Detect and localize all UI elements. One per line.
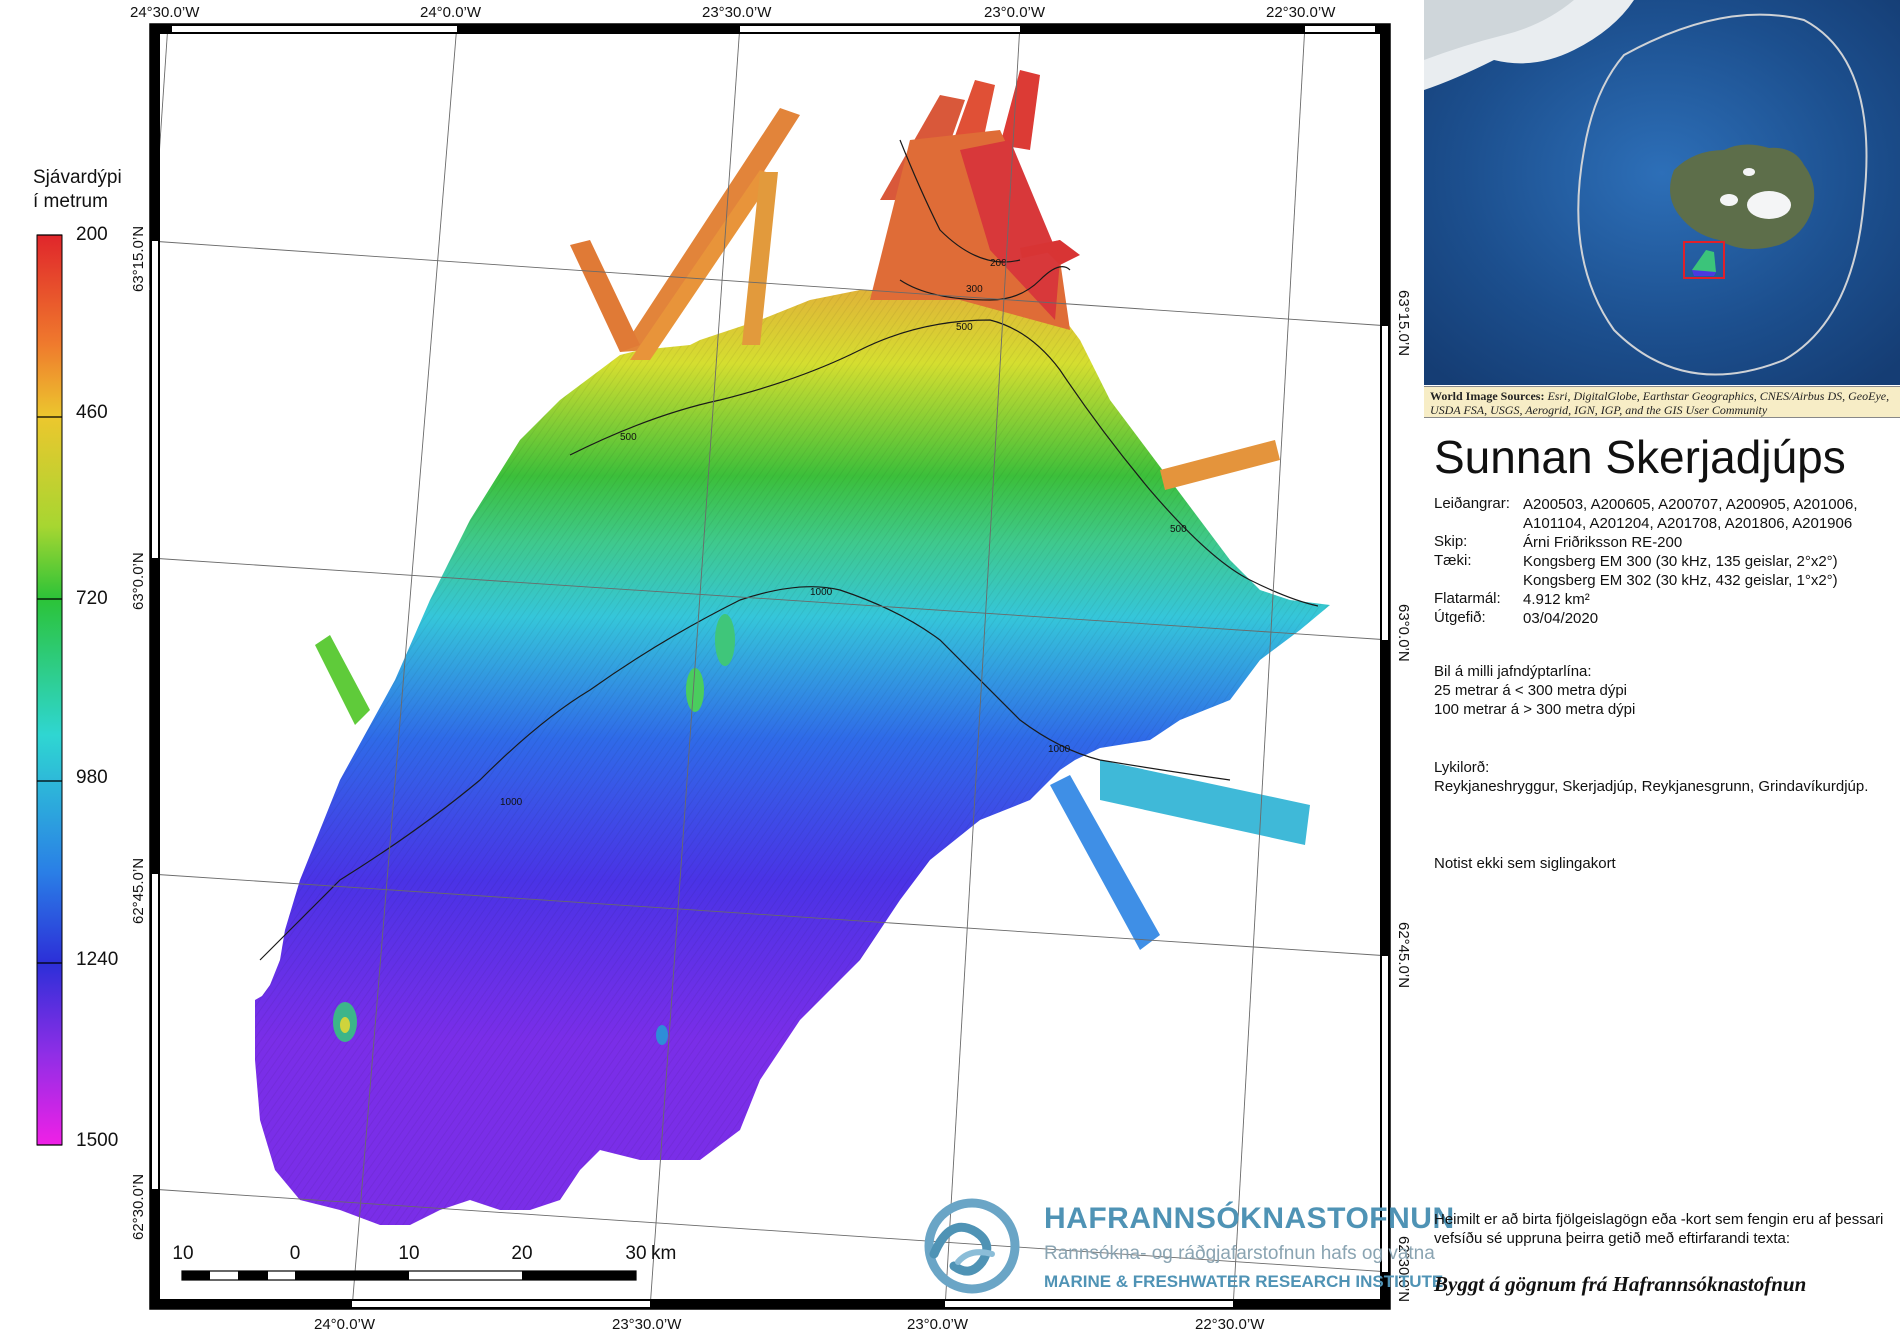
contour-label: 1000 <box>1048 744 1071 755</box>
lat-label-left: 63°15.0’N <box>130 225 147 292</box>
logo-name: HAFRANNSÓKNASTOFNUN <box>1044 1202 1455 1235</box>
lat-label-right: 62°45.0’N <box>1395 922 1412 989</box>
lon-label-bottom: 23°0.0’W <box>907 1316 969 1333</box>
overview-map-image <box>1424 0 1900 385</box>
meta-value: A200503, A200605, A200707, A200905, A201… <box>1523 496 1858 532</box>
logo-emblem-icon <box>924 1198 1020 1294</box>
colorbar-label: 980 <box>76 767 108 788</box>
meta-value: Kongsberg EM 300 (30 kHz, 135 geislar, 2… <box>1523 553 1838 570</box>
lat-label-left: 62°45.0’N <box>130 857 147 924</box>
credit-label: World Image Sources: <box>1430 389 1545 403</box>
scale-unit: km <box>651 1243 677 1264</box>
meta-value: Kongsberg EM 302 (30 kHz, 432 geislar, 1… <box>1523 572 1838 589</box>
scale-label: 0 <box>289 1243 301 1264</box>
lon-label-top: 22°30.0’W <box>1266 4 1336 21</box>
colorbar-label: 1500 <box>76 1130 119 1151</box>
overview-map <box>1424 0 1900 385</box>
contour-lines <box>259 139 1319 961</box>
colorbar-label: 200 <box>76 224 108 245</box>
scale-label: 10 <box>172 1243 194 1264</box>
navigation-note: Notist ekki sem siglingakort <box>1434 855 1616 872</box>
legend-title-line1: Sjávardýpi <box>33 167 122 188</box>
scale-bar <box>181 1270 637 1281</box>
bathymetry-surface <box>255 70 1330 1225</box>
logo-subtitle: Rannsókna- og ráðgjafarstofnun hafs og v… <box>1044 1243 1435 1264</box>
map-title: Sunnan Skerjadjúps <box>1434 431 1846 483</box>
frame-tick-gaps <box>152 26 1388 1307</box>
contour-label: 500 <box>1170 524 1187 535</box>
attribution-text: Byggt á gögnum frá Hafrannsóknastofnun <box>1434 1272 1807 1296</box>
meta-key: Útgefið: <box>1434 609 1486 626</box>
lon-label-bottom: 22°30.0’W <box>1195 1316 1265 1333</box>
institute-logo: HAFRANNSÓKNASTOFNUN Rannsókna- og ráðgja… <box>920 1196 1454 1296</box>
colorbar-label: 460 <box>76 402 108 423</box>
meta-value: 03/04/2020 <box>1523 610 1599 627</box>
contour-label: 1000 <box>810 587 833 598</box>
contour-label-group: 200 300 500 500 500 1000 1000 1000 <box>500 258 1187 808</box>
contour-interval-heading: Bil á milli jafndýptarlína: <box>1434 663 1592 680</box>
credit-text: Esri, DigitalGlobe, Earthstar Geographic… <box>1430 389 1890 417</box>
scale-label: 10 <box>398 1243 420 1264</box>
scale-label: 20 <box>511 1243 533 1264</box>
lat-label-right: 63°0.0’N <box>1395 604 1412 662</box>
lon-label-top: 24°30.0’W <box>130 4 200 21</box>
contour-interval-line1: 25 metrar á < 300 metra dýpi <box>1434 682 1628 699</box>
lat-label-left: 62°30.0’N <box>130 1173 147 1240</box>
map-panel: 200 300 500 500 500 1000 1000 1000 <box>33 4 1454 1333</box>
contour-interval-block: Bil á milli jafndýptarlína: 25 metrar á … <box>1434 662 1874 719</box>
legend-title: Sjávardýpi í metrum <box>33 166 143 214</box>
contour-label: 200 <box>990 258 1007 269</box>
colorbar <box>36 234 63 1146</box>
keywords-text: Reykjaneshryggur, Skerjadjúp, Reykjanesg… <box>1434 778 1869 795</box>
lon-label-bottom: 24°0.0’W <box>314 1316 376 1333</box>
contour-label: 500 <box>956 322 973 333</box>
legend-title-line2: í metrum <box>33 191 108 212</box>
meta-key: Skip: <box>1434 533 1468 550</box>
contour-label: 500 <box>620 432 637 443</box>
graticule <box>149 23 1391 1310</box>
meta-value: Árni Friðriksson RE-200 <box>1523 534 1683 551</box>
meta-key: Tæki: <box>1434 552 1472 569</box>
meta-key: Flatarmál: <box>1434 590 1501 607</box>
lon-label-top: 23°30.0’W <box>702 4 772 21</box>
imagery-credit: World Image Sources: Esri, DigitalGlobe,… <box>1424 386 1900 418</box>
logo-english: MARINE & FRESHWATER RESEARCH INSTITUTE <box>1044 1272 1444 1291</box>
contour-label: 1000 <box>500 797 523 808</box>
lat-label-right: 63°15.0’N <box>1395 290 1412 357</box>
lon-label-bottom: 23°30.0’W <box>612 1316 682 1333</box>
lon-label-top: 23°0.0’W <box>984 4 1046 21</box>
info-panel: Sunnan Skerjadjúps Leiðangrar: A200503, … <box>1424 420 1900 1343</box>
contour-interval-line2: 100 metrar á > 300 metra dýpi <box>1434 701 1636 718</box>
keywords-block: Lykilorð: Reykjaneshryggur, Skerjadjúp, … <box>1434 758 1874 796</box>
lon-label-top: 24°0.0’W <box>420 4 482 21</box>
colorbar-label: 720 <box>76 588 108 609</box>
colorbar-label: 1240 <box>76 949 119 970</box>
keywords-heading: Lykilorð: <box>1434 759 1490 776</box>
bathymetry-map: 200 300 500 500 500 1000 1000 1000 <box>36 23 1391 1310</box>
contour-label: 300 <box>966 284 983 295</box>
lat-label-left: 63°0.0’N <box>130 552 147 610</box>
meta-value: 4.912 km² <box>1523 591 1590 608</box>
meta-key: Leiðangrar: <box>1434 495 1510 512</box>
scale-label: 30 <box>625 1243 647 1264</box>
colorbar-ticks <box>37 234 62 1146</box>
permission-text: Heimilt er að birta fjölgeislagögn eða -… <box>1434 1211 1884 1247</box>
